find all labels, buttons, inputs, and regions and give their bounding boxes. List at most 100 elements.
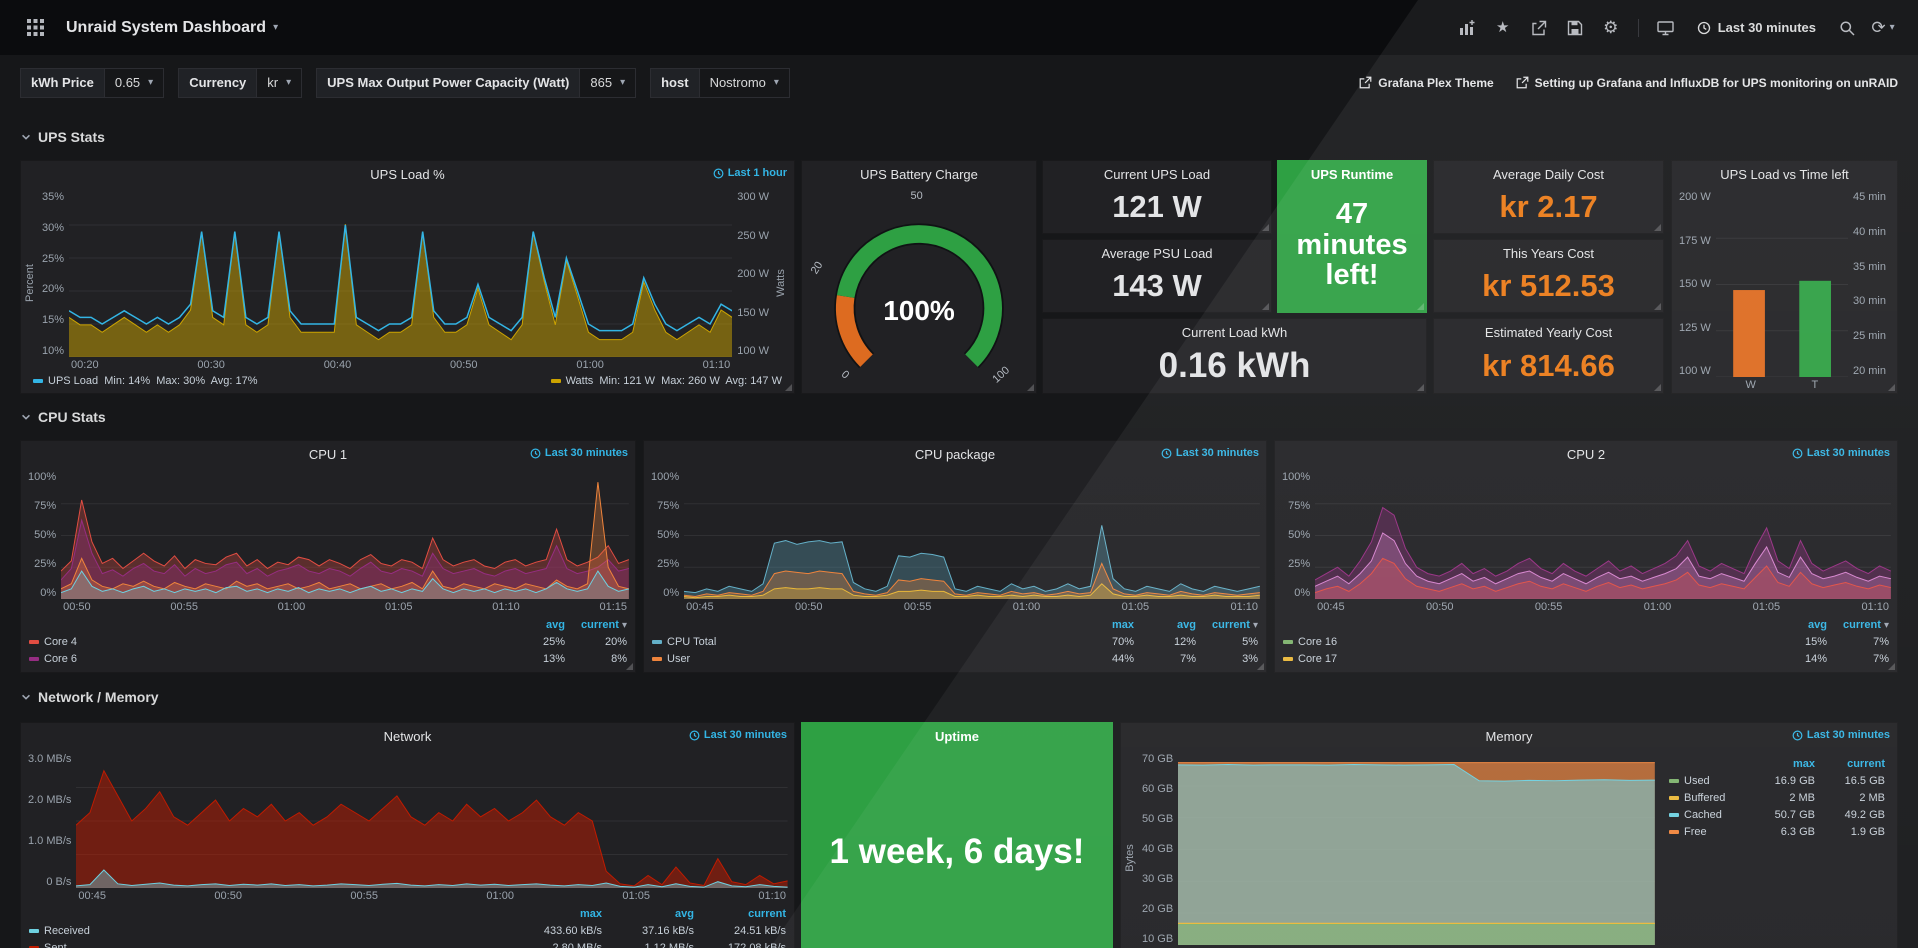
legend-sort-column[interactable]: current ▾ [1843, 618, 1889, 631]
legend-sort-column[interactable]: max [1111, 618, 1134, 631]
panel-title[interactable]: Estimated Yearly Cost [1484, 325, 1613, 340]
settings-gear-icon[interactable]: ⚙ [1603, 18, 1619, 37]
panel-title[interactable]: UPS Battery Charge [860, 167, 978, 182]
legend-row[interactable]: Core 17 14% 7% [1283, 650, 1889, 667]
cpu-package-chart[interactable] [684, 472, 1260, 599]
variable-currency[interactable]: Currency kr ▾ [178, 67, 303, 98]
panel-title[interactable]: UPS Load % [370, 167, 445, 182]
legend-value: 7% [1180, 652, 1196, 665]
cpu1-chart[interactable] [61, 472, 629, 599]
panel-title[interactable]: Average PSU Load [1101, 246, 1213, 261]
axis-tick: 300 W [737, 191, 769, 203]
legend-row[interactable]: Watts Min: 121 W Max: 260 W Avg: 147 W [550, 375, 782, 387]
memory-chart[interactable] [1178, 754, 1655, 945]
network-chart[interactable] [76, 754, 788, 888]
variable-ups-max-output[interactable]: UPS Max Output Power Capacity (Watt) 865… [316, 67, 637, 98]
axis-tick: 35% [42, 191, 65, 203]
star-icon[interactable]: ★ [1496, 19, 1510, 36]
stat-value: kr 814.66 [1482, 348, 1615, 384]
variable-label: kWh Price [20, 67, 104, 98]
section-title: Network / Memory [38, 689, 159, 705]
panel-title[interactable]: UPS Load vs Time left [1720, 167, 1849, 182]
cpu2-chart[interactable] [1315, 472, 1891, 599]
ups-load-chart[interactable] [69, 192, 733, 357]
variable-host[interactable]: host Nostromo ▾ [650, 67, 790, 98]
panel-title[interactable]: Network [383, 729, 432, 744]
legend-value: 7% [1873, 652, 1889, 665]
chart-legend[interactable]: max avg current ▾ CPU Total 70% 12% 5% User 44% 7… [644, 615, 1266, 672]
legend-sort-column[interactable]: avg [1177, 618, 1196, 631]
panel-time-range[interactable]: Last 30 minutes [1792, 447, 1890, 459]
panel-time-range[interactable]: Last 30 minutes [530, 447, 628, 459]
legend-row[interactable]: Buffered 2 MB 2 MB [1669, 789, 1885, 806]
legend-row[interactable]: Core 16 15% 7% [1283, 633, 1889, 650]
panel-time-range[interactable]: Last 30 minutes [1792, 729, 1890, 741]
link-grafana-influxdb-guide[interactable]: Setting up Grafana and InfluxDB for UPS … [1516, 76, 1898, 90]
legend-sort-column[interactable]: avg [1808, 618, 1827, 631]
section-title: UPS Stats [38, 129, 105, 145]
save-icon[interactable] [1558, 13, 1592, 43]
panel-ups-load-graph: UPS Load % Last 1 hour Percent 35% 30% 25%… [20, 160, 795, 394]
legend-sort-column[interactable]: avg [546, 618, 565, 631]
legend-sort-column[interactable]: current ▾ [581, 618, 627, 631]
zoom-out-icon[interactable] [1830, 13, 1864, 43]
panel-title[interactable]: This Years Cost [1502, 246, 1595, 261]
panel-title[interactable]: CPU 1 [308, 447, 348, 462]
panel-title[interactable]: Average Daily Cost [1492, 167, 1605, 182]
axis-tick: 01:00 [486, 890, 514, 902]
legend-sort-column[interactable]: current [1847, 757, 1885, 770]
legend-row[interactable]: Core 4 25% 20% [29, 633, 627, 650]
legend-sort-column[interactable]: max [1792, 757, 1815, 770]
panel-ups-runtime: UPS Runtime 47 minutes left! [1277, 160, 1427, 313]
panel-title[interactable]: Uptime [934, 729, 980, 744]
legend-sort-column[interactable]: max [579, 907, 602, 920]
panel-title[interactable]: Memory [1485, 729, 1533, 744]
section-network-memory[interactable]: Network / Memory [20, 686, 159, 708]
chart-legend[interactable]: avg current ▾ Core 16 15% 7% Core 17 14% 7% [1275, 615, 1897, 672]
panel-cpu-2: CPU 2 Last 30 minutes 100% 75% 50% 25% 0% 00… [1274, 440, 1898, 673]
apps-grid-icon[interactable] [18, 13, 52, 43]
legend-row[interactable]: CPU Total 70% 12% 5% [652, 633, 1258, 650]
legend-value: 14% [1804, 652, 1827, 665]
panel-title[interactable]: CPU package [914, 447, 996, 462]
y-axis-left: 200 W 175 W 150 W 125 W 100 W [1674, 192, 1716, 393]
section-cpu-stats[interactable]: CPU Stats [20, 406, 106, 428]
legend-row[interactable]: Cached 50.7 GB 49.2 GB [1669, 806, 1885, 823]
panel-time-range[interactable]: Last 30 minutes [1161, 447, 1259, 459]
legend-row[interactable]: Sent 2.80 MB/s 1.12 MB/s 172.08 kB/s [29, 939, 786, 948]
variable-value: 865 [590, 75, 613, 90]
chart-legend[interactable]: max avg current Received 433.60 kB/s 37.16 kB… [21, 904, 794, 948]
section-ups-stats[interactable]: UPS Stats [20, 126, 105, 148]
dashboard-title: Unraid System Dashboard [66, 18, 267, 36]
legend-value: 7% [1873, 635, 1889, 648]
panel-time-range[interactable]: Last 30 minutes [689, 729, 787, 741]
link-label: Setting up Grafana and InfluxDB for UPS … [1534, 75, 1898, 90]
chart-legend[interactable]: UPS Load Min: 14% Max: 30% Avg: 17% Watt… [21, 373, 794, 393]
panel-time-range[interactable]: Last 1 hour [713, 167, 787, 179]
variable-kwh-price[interactable]: kWh Price 0.65 ▾ [20, 67, 165, 98]
tv-kiosk-icon[interactable] [1649, 13, 1683, 43]
dashboard-title-button[interactable]: Unraid System Dashboard ▾ [66, 19, 278, 37]
legend-row[interactable]: Free 6.3 GB 1.9 GB [1669, 823, 1885, 840]
chart-legend[interactable]: max current Used 16.9 GB 16.5 GB Buffered 2 MB… [1663, 755, 1891, 840]
axis-tick: 125 W [1679, 321, 1711, 334]
panel-title[interactable]: CPU 2 [1566, 447, 1606, 462]
panel-title[interactable]: Current UPS Load [1103, 167, 1211, 182]
share-icon[interactable] [1522, 13, 1556, 43]
legend-row[interactable]: Received 433.60 kB/s 37.16 kB/s 24.51 kB/s [29, 922, 786, 939]
legend-sort-column[interactable]: avg [675, 907, 694, 920]
legend-sort-column[interactable]: current ▾ [1212, 618, 1258, 631]
panel-title[interactable]: Current Load kWh [1181, 325, 1288, 340]
legend-row[interactable]: Used 16.9 GB 16.5 GB [1669, 772, 1885, 789]
chart-legend[interactable]: avg current ▾ Core 4 25% 20% Core 6 13% 8% [21, 615, 635, 672]
panel-title[interactable]: UPS Runtime [1310, 167, 1394, 182]
refresh-button[interactable]: ⟳ ▾ [1866, 13, 1900, 43]
ups-load-vs-time-chart[interactable] [1716, 192, 1848, 377]
time-range-picker[interactable]: Last 30 minutes [1685, 13, 1828, 43]
legend-sort-column[interactable]: current [748, 907, 786, 920]
legend-row[interactable]: User 44% 7% 3% [652, 650, 1258, 667]
add-panel-button[interactable] [1450, 13, 1484, 43]
legend-row[interactable]: Core 6 13% 8% [29, 650, 627, 667]
legend-row[interactable]: UPS Load Min: 14% Max: 30% Avg: 17% [33, 375, 258, 387]
link-grafana-plex-theme[interactable]: Grafana Plex Theme [1359, 76, 1494, 90]
